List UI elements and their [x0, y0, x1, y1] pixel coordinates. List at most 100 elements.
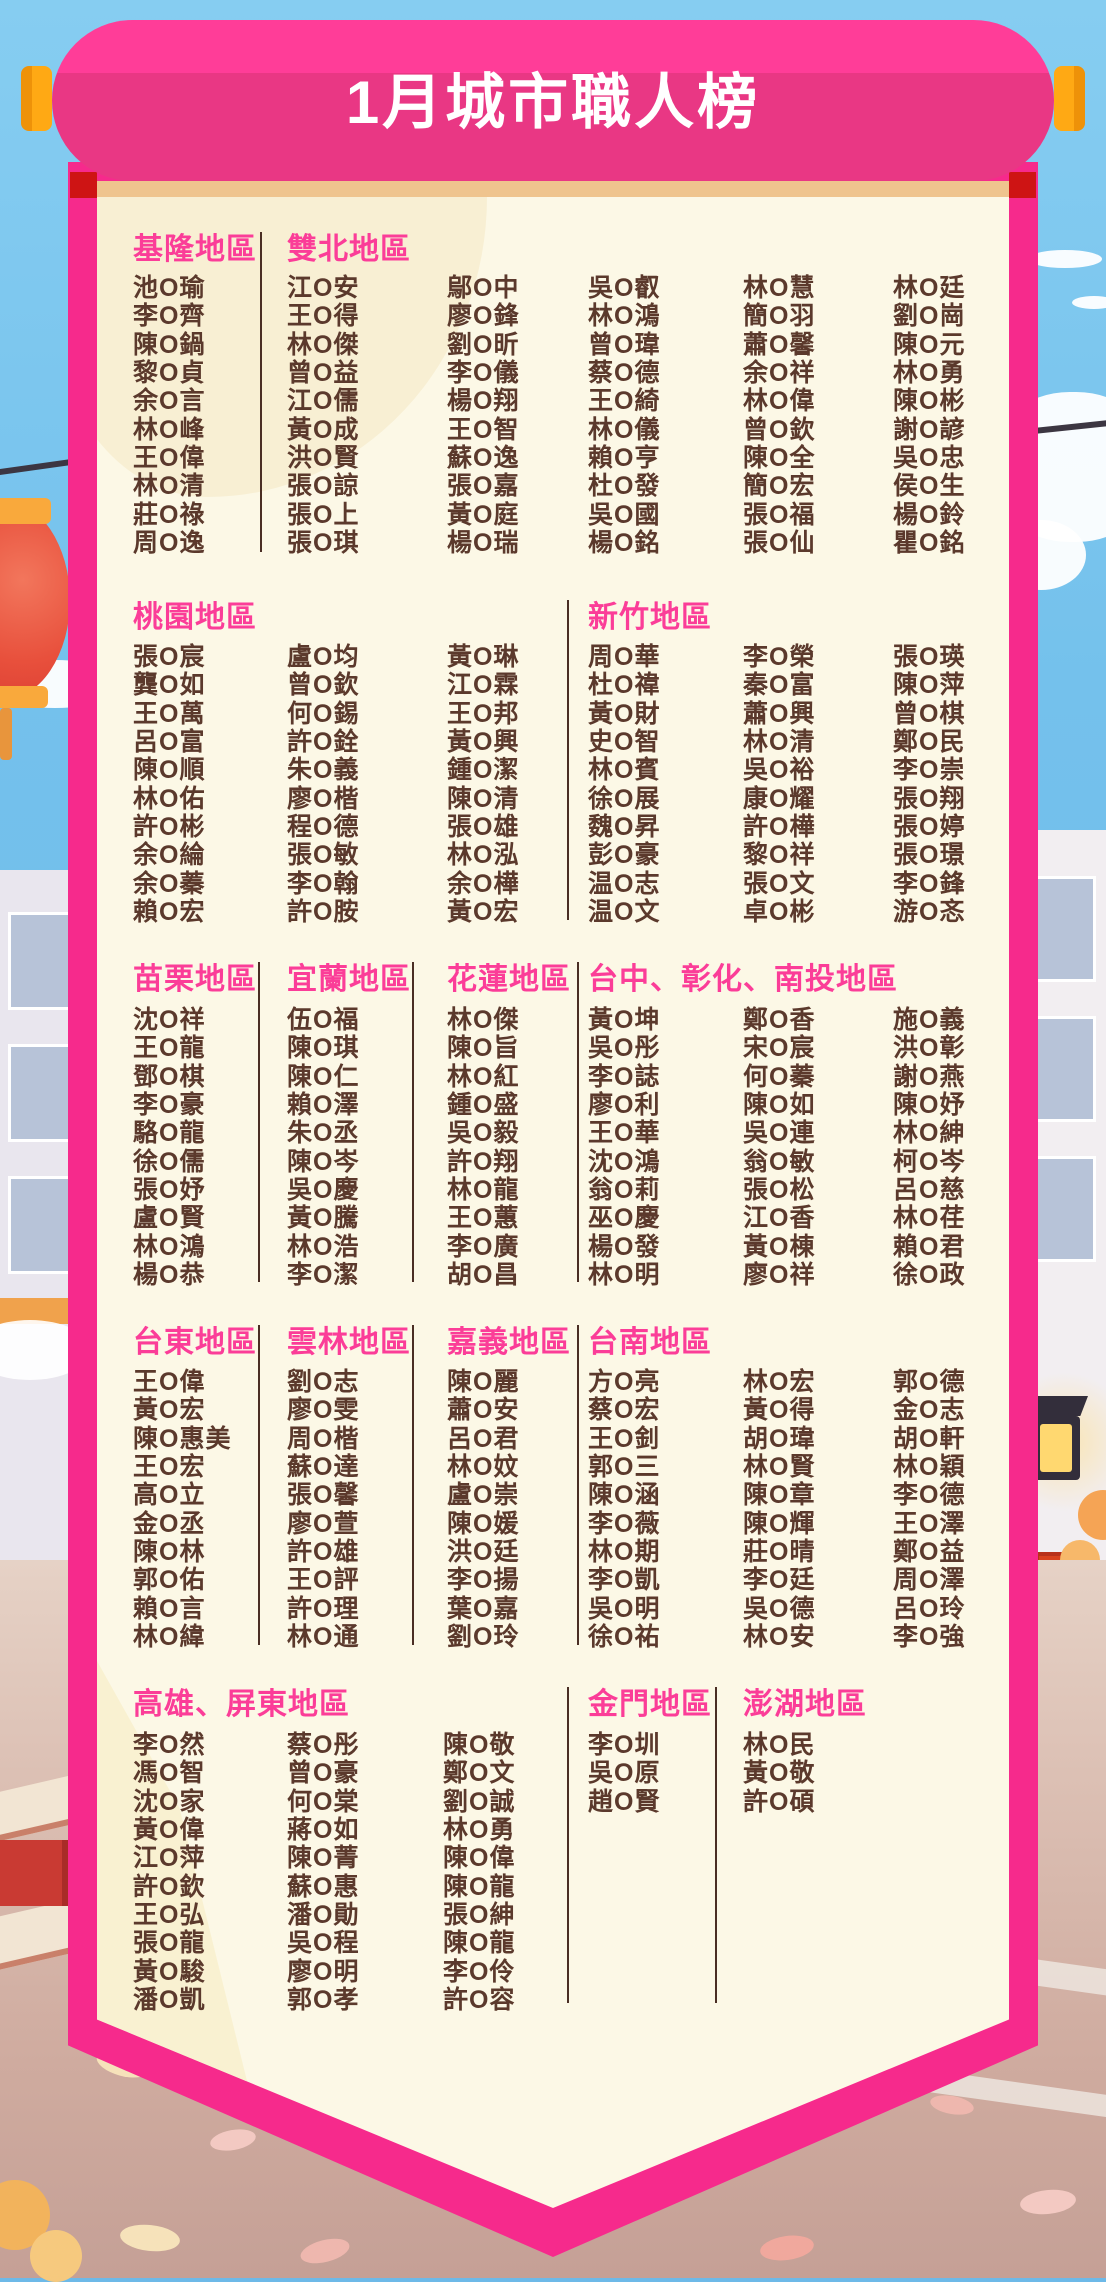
person-name: 史O智	[588, 728, 661, 757]
person-name: 江O安	[287, 274, 360, 302]
person-name: 巫O慶	[588, 1204, 661, 1233]
person-name: 江O霖	[447, 671, 520, 700]
person-name: 余O蓁	[133, 869, 206, 898]
person-name: 潘O凱	[133, 1986, 206, 2015]
person-name: 郭O德	[893, 1368, 966, 1396]
person-name: 林O荏	[893, 1204, 966, 1233]
person-name: 張O璟	[893, 841, 966, 870]
person-name: 徐O展	[588, 784, 661, 813]
person-name: 林O賢	[743, 1453, 816, 1482]
person-name: 游O忞	[893, 898, 966, 927]
person-name: 王O智	[447, 415, 520, 444]
person-name: 呂O君	[447, 1424, 520, 1453]
person-name: 陳O涵	[588, 1481, 661, 1510]
person-name: 黃O棟	[743, 1232, 816, 1261]
person-name: 張O福	[743, 500, 816, 529]
person-name: 陳O鍋	[133, 330, 206, 359]
person-name: 林O妏	[447, 1453, 520, 1482]
person-name: 劉O崗	[893, 302, 966, 331]
person-name: 楊O翔	[447, 387, 520, 416]
person-name: 盧O賢	[133, 1204, 206, 1233]
person-name: 張O諒	[287, 472, 360, 501]
person-name: 楊O鈴	[893, 500, 966, 529]
region-header: 高雄、屏東地區	[133, 1688, 350, 1721]
person-name: 張O雄	[447, 813, 520, 842]
person-name: 黃O駿	[133, 1957, 206, 1986]
person-name: 周O澤	[893, 1566, 966, 1595]
person-name: 沈O家	[133, 1787, 206, 1816]
person-name: 陳O媛	[447, 1509, 520, 1538]
person-name: 王O澤	[893, 1509, 966, 1538]
person-name: 李O德	[893, 1481, 966, 1510]
person-name: 李O齊	[133, 302, 206, 331]
person-name: 劉O玲	[447, 1623, 520, 1652]
person-name: 許O翔	[447, 1147, 520, 1176]
person-name: 黃O成	[287, 415, 360, 444]
person-name: 陳O妤	[893, 1091, 966, 1120]
person-name: 郭O佑	[133, 1566, 206, 1595]
person-name: 馮O智	[133, 1759, 206, 1788]
person-name: 洪O彰	[893, 1034, 966, 1063]
region-header: 花蓮地區	[447, 963, 571, 996]
person-name: 黃O庭	[447, 500, 520, 529]
person-name: 陳O如	[743, 1091, 816, 1120]
street-lamp-cap	[1024, 1396, 1088, 1416]
person-name: 彭O豪	[588, 841, 661, 870]
person-name: 洪O廷	[447, 1538, 520, 1567]
person-name: 黎O祥	[743, 841, 816, 870]
person-name: 黃O敬	[743, 1759, 816, 1788]
person-name: 蔣O如	[287, 1816, 360, 1845]
person-name: 黃O財	[588, 699, 661, 728]
lantern-base-icon	[0, 686, 48, 708]
region-divider	[577, 1325, 579, 1645]
banner-roll	[52, 20, 1054, 181]
person-name: 許O彬	[133, 813, 206, 842]
person-name: 林O龍	[447, 1176, 520, 1205]
person-name: 林O慧	[743, 274, 816, 302]
person-name: 陳O輝	[743, 1509, 816, 1538]
region-header: 台中、彰化、南投地區	[588, 963, 898, 996]
person-name: 翁O敏	[743, 1147, 816, 1176]
person-name: 許O樺	[743, 813, 816, 842]
person-name: 趙O賢	[588, 1787, 661, 1816]
person-name: 黃O騰	[287, 1204, 360, 1233]
person-name: 呂O玲	[893, 1594, 966, 1623]
person-name: 林O賓	[588, 756, 661, 785]
panel-top-shadow	[97, 181, 1009, 197]
person-name: 林O紳	[893, 1119, 966, 1148]
person-name: 張O龍	[133, 1929, 206, 1958]
person-name: 吳O裕	[743, 756, 816, 785]
person-name: 劉O志	[287, 1368, 360, 1396]
person-name: 王O龍	[133, 1034, 206, 1063]
region-header: 嘉義地區	[447, 1326, 571, 1359]
person-name: 林O佑	[133, 784, 206, 813]
person-name: 林O儀	[588, 415, 661, 444]
person-name: 楊O銘	[588, 529, 661, 558]
person-name: 謝O諺	[893, 415, 966, 444]
person-name: 許O銓	[287, 728, 360, 757]
person-name: 余O言	[133, 387, 206, 416]
window	[8, 1176, 76, 1274]
person-name: 吳O叡	[588, 274, 661, 302]
person-name: 張O上	[287, 500, 360, 529]
person-name: 盧O均	[287, 643, 360, 671]
person-name: 林O紅	[447, 1062, 520, 1091]
person-name: 林O傑	[287, 330, 360, 359]
person-name: 方O亮	[588, 1368, 661, 1396]
person-name: 李O儀	[447, 359, 520, 388]
person-name: 沈O鴻	[588, 1147, 661, 1176]
person-name: 林O清	[133, 472, 206, 501]
person-name: 李O揚	[447, 1566, 520, 1595]
person-name: 鍾O潔	[447, 756, 520, 785]
person-name: 曾O益	[287, 359, 360, 388]
region-header: 新竹地區	[588, 601, 712, 634]
person-name: 李O薇	[588, 1509, 661, 1538]
person-name: 陳O仁	[287, 1062, 360, 1091]
person-name: 林O鴻	[133, 1232, 206, 1261]
person-name: 李O廷	[743, 1566, 816, 1595]
person-name: 蔡O德	[588, 359, 661, 388]
person-name: 陳O偉	[443, 1844, 516, 1873]
person-name: 胡O昌	[447, 1261, 520, 1290]
person-name: 黃O得	[743, 1396, 816, 1425]
person-name: 林O通	[287, 1623, 360, 1652]
